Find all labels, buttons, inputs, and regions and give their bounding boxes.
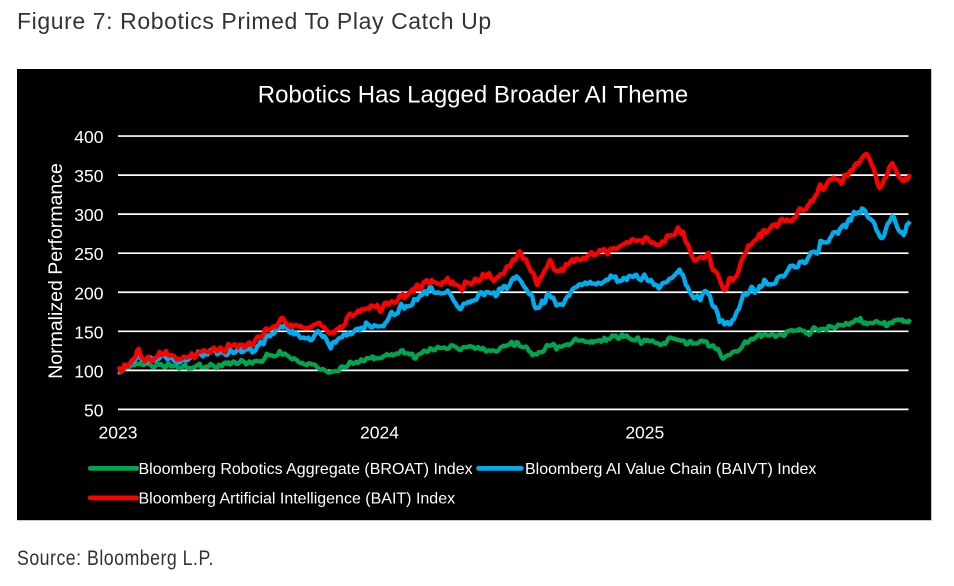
svg-text:50: 50	[84, 400, 104, 420]
svg-text:Bloomberg Robotics Aggregate (: Bloomberg Robotics Aggregate (BROAT) Ind…	[138, 461, 472, 478]
svg-text:2023: 2023	[98, 422, 137, 442]
svg-text:300: 300	[74, 205, 103, 225]
svg-text:Normalized Performance: Normalized Performance	[45, 163, 67, 379]
svg-text:Robotics Has Lagged Broader AI: Robotics Has Lagged Broader AI Theme	[257, 81, 687, 108]
svg-text:200: 200	[74, 283, 103, 303]
svg-text:350: 350	[74, 166, 103, 186]
svg-text:Bloomberg Artificial Intellige: Bloomberg Artificial Intelligence (BAIT)…	[138, 490, 455, 507]
svg-text:250: 250	[74, 244, 103, 264]
svg-text:150: 150	[74, 322, 103, 342]
svg-text:Bloomberg AI Value Chain (BAIV: Bloomberg AI Value Chain (BAIVT) Index	[525, 461, 816, 478]
svg-text:2024: 2024	[360, 422, 399, 442]
svg-text:2025: 2025	[625, 422, 664, 442]
svg-text:400: 400	[74, 127, 103, 147]
svg-text:100: 100	[74, 361, 103, 381]
